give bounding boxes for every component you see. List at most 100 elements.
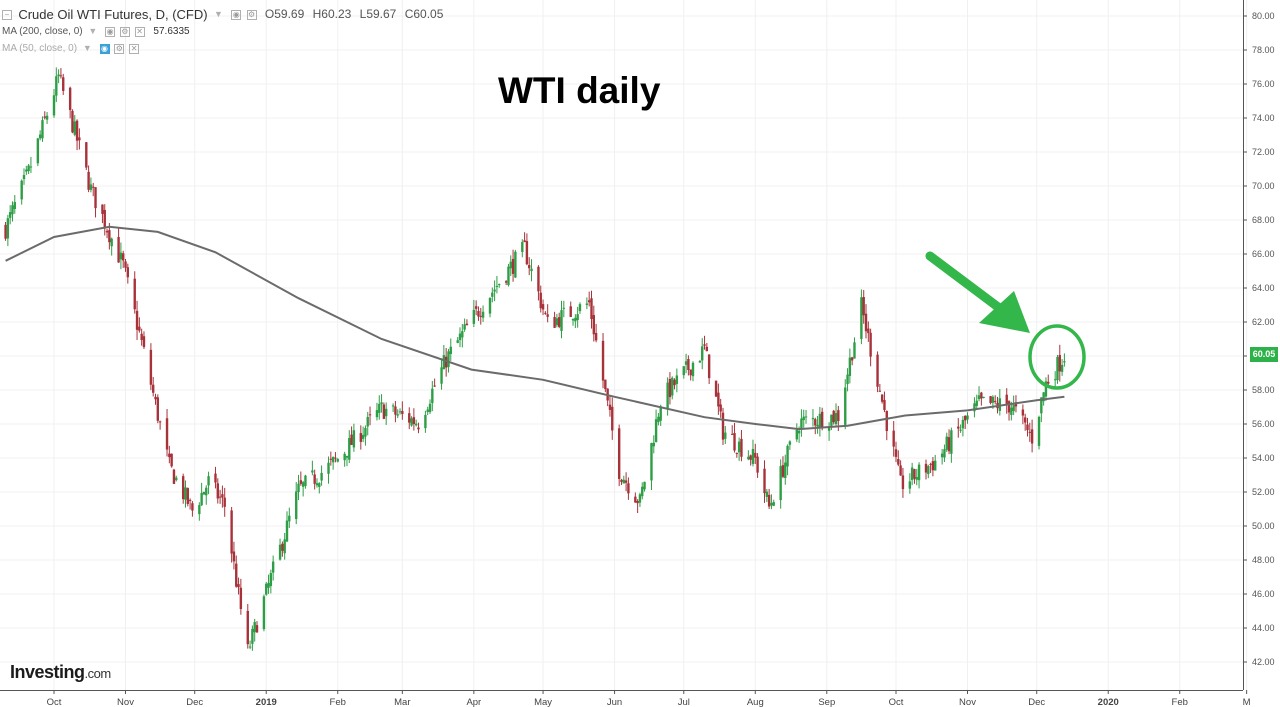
candle-body (267, 582, 270, 588)
candle-body (251, 628, 254, 644)
candle-body (749, 455, 752, 460)
candle-body (719, 404, 722, 412)
candle-body (687, 359, 690, 371)
candle-body (315, 483, 319, 486)
candle-body (784, 462, 787, 479)
candle-body (504, 281, 508, 283)
candle-body (253, 622, 256, 633)
candle-body (410, 418, 413, 426)
collapse-icon[interactable]: − (2, 9, 12, 20)
legend-symbol-row[interactable]: − Crude Oil WTI Futures, D, (CFD) ▼ ◉ ⚙ … (2, 7, 443, 22)
legend-open: O59.69 (264, 7, 305, 22)
legend-ma200-row[interactable]: MA (200, close, 0) ▼ ◉ ⚙ ✕ 57.6335 (2, 24, 190, 39)
candle-body (650, 443, 653, 481)
x-tick-label: Feb (1172, 697, 1188, 707)
candle-body (394, 406, 397, 415)
candle-body (878, 390, 882, 392)
candle-body (1047, 381, 1050, 384)
candle-body (140, 333, 143, 341)
candle-body (488, 297, 492, 314)
candle-body (1023, 417, 1027, 423)
candle-body (417, 427, 420, 430)
candle-body (431, 388, 434, 404)
y-tick-label: 76.00 (1252, 79, 1275, 89)
candle-body (795, 429, 799, 440)
candle-body (917, 464, 921, 481)
candle-body (966, 415, 969, 420)
candle-body (412, 417, 416, 424)
candle-body (352, 430, 356, 448)
candle-body (668, 378, 672, 398)
candle-body (611, 406, 614, 431)
candle-body (804, 416, 808, 418)
candle-body (634, 496, 637, 503)
x-tick-label: Jul (678, 697, 690, 707)
close-icon[interactable]: ✕ (134, 26, 145, 37)
candle-body (246, 610, 249, 645)
eye-off-icon[interactable]: ◉ (99, 43, 110, 54)
candle-body (830, 414, 833, 426)
y-tick-label: 46.00 (1252, 589, 1275, 599)
candle-body (301, 482, 305, 487)
eye-icon[interactable]: ◉ (105, 26, 116, 37)
candle-body (733, 433, 736, 451)
y-tick-label: 44.00 (1252, 623, 1275, 633)
candle-body (271, 561, 275, 573)
y-tick-label: 74.00 (1252, 113, 1275, 123)
candle-body (119, 252, 123, 260)
candle-body (853, 342, 856, 359)
candle-body (957, 426, 960, 429)
settings-icon[interactable]: ⚙ (114, 43, 125, 54)
y-tick-label: 80.00 (1252, 11, 1275, 21)
candle-body (901, 475, 905, 490)
candle-body (202, 491, 206, 495)
candle-body (11, 205, 14, 215)
close-icon[interactable]: ✕ (129, 43, 140, 54)
candle-body (998, 398, 1002, 411)
x-tick-label: Sep (818, 697, 835, 707)
x-tick-label: 2019 (256, 697, 277, 707)
eye-icon[interactable]: ◉ (231, 9, 242, 20)
candle-body (75, 120, 79, 141)
candle-body (754, 452, 757, 458)
candle-body (126, 267, 130, 278)
candle-body (8, 212, 12, 218)
candle-body (864, 313, 868, 332)
y-tick-label: 62.00 (1252, 317, 1275, 327)
candle-body (491, 292, 494, 297)
y-tick-label: 64.00 (1252, 283, 1275, 293)
x-tick-label: Nov (959, 697, 976, 707)
candle-body (910, 467, 914, 481)
candle-body (592, 315, 596, 335)
settings-icon[interactable]: ⚙ (246, 9, 257, 20)
candle-body (594, 333, 598, 341)
candle-body (1063, 361, 1066, 363)
candle-body (521, 242, 524, 252)
legend-ma50-row[interactable]: MA (50, close, 0) ▼ ◉ ⚙ ✕ (2, 41, 140, 56)
candle-body (138, 326, 141, 331)
candle-body (788, 441, 792, 445)
candle-body (781, 465, 785, 477)
candle-body (364, 427, 367, 437)
investing-logo: Investing.com (10, 662, 111, 683)
candle-body (724, 432, 727, 439)
candle-body (135, 310, 139, 330)
candle-body (304, 475, 307, 486)
candle-body (961, 419, 965, 429)
candle-body (834, 412, 838, 425)
candle-body (474, 306, 478, 309)
y-tick-label: 72.00 (1252, 147, 1275, 157)
chevron-down-icon[interactable]: ▼ (82, 43, 92, 53)
candle-body (885, 410, 888, 432)
candle-body (899, 465, 902, 476)
chevron-down-icon[interactable]: ▼ (88, 26, 98, 36)
candle-body (604, 379, 607, 390)
candle-body (38, 134, 42, 139)
x-tick-label: M (1243, 697, 1251, 707)
candle-body (481, 311, 485, 318)
settings-icon[interactable]: ⚙ (119, 26, 130, 37)
candle-body (382, 404, 386, 419)
candle-body (797, 430, 801, 434)
chevron-down-icon[interactable]: ▼ (213, 9, 223, 20)
legend-symbol: Crude Oil WTI Futures, D, (CFD) (18, 7, 208, 23)
